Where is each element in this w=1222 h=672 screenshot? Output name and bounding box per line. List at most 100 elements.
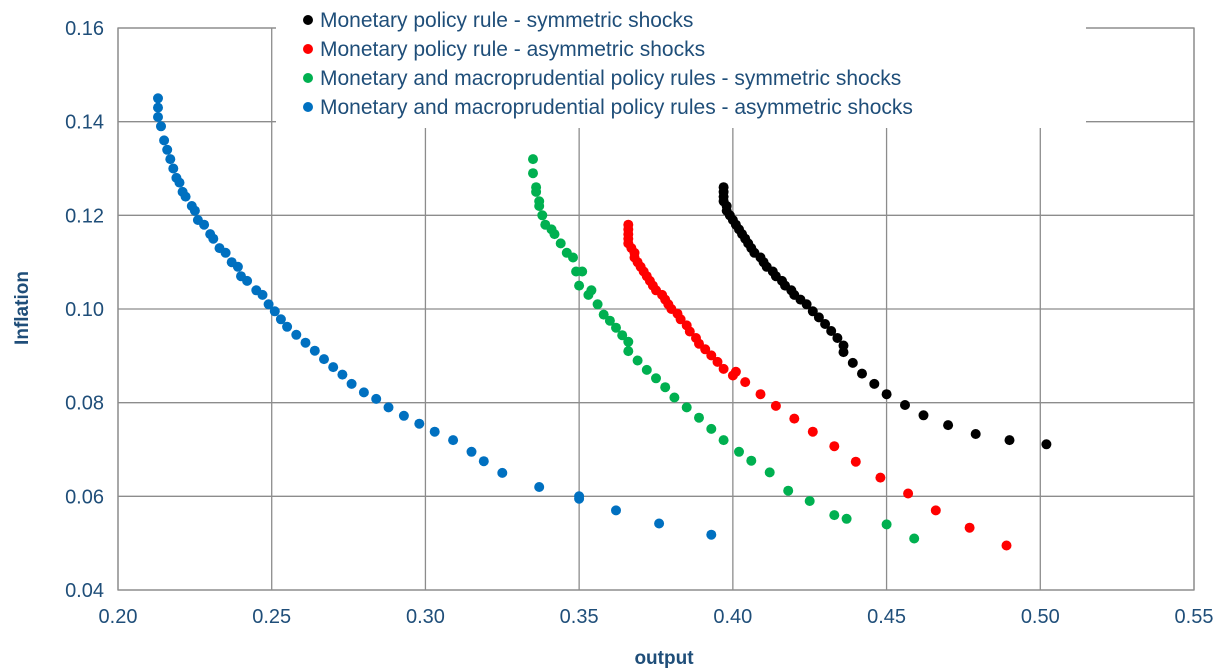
data-point [153,102,163,113]
y-axis-title: Inflation [12,271,33,345]
data-point [414,418,425,429]
data-point [651,373,661,384]
data-point [684,326,695,337]
data-point [168,163,179,174]
data-point [189,205,200,216]
legend: Monetary policy rule - symmetric shocks M… [276,4,1086,128]
data-point [328,362,339,373]
data-point [1041,439,1052,450]
data-point [153,112,163,122]
x-tick-label: 0.45 [867,606,906,628]
data-point [623,346,634,357]
data-point [574,280,585,291]
data-point [448,435,459,446]
data-point [497,467,508,478]
x-tick-label: 0.20 [99,606,138,628]
legend-marker [303,44,313,54]
data-point [675,314,686,325]
data-point [309,345,320,356]
data-point [770,400,781,411]
data-point [970,429,981,439]
y-tick-label: 0.14 [65,112,104,134]
data-point [826,326,837,336]
data-point [789,413,800,424]
series-4 [153,93,717,540]
legend-marker [303,15,313,25]
x-tick-label: 0.50 [1021,606,1060,628]
data-point [232,261,243,272]
data-point [574,493,585,504]
legend-marker [303,73,313,83]
data-point [1004,435,1015,446]
data-point [398,410,409,421]
data-point [604,315,615,326]
data-point [730,366,741,377]
legend-marker [303,102,313,112]
data-point [534,201,545,211]
data-point [807,426,818,437]
x-tick-label: 0.40 [713,606,752,628]
data-point [712,356,723,367]
data-point [807,306,818,317]
data-point [654,518,665,529]
data-point [346,378,357,389]
data-point [718,435,729,446]
y-tick-label: 0.04 [65,580,104,602]
data-point [706,350,717,361]
data-point [813,312,824,323]
data-point [242,275,253,286]
data-point [838,347,849,358]
series-1 [718,182,1052,450]
data-point [269,306,280,317]
data-point [909,533,920,544]
data-point [568,252,578,263]
data-point [641,364,652,375]
data-point [740,377,751,388]
y-tick-label: 0.10 [65,299,104,321]
data-point [555,238,566,249]
data-point [174,177,185,188]
data-point [263,299,274,310]
data-point [300,337,311,348]
data-point [623,336,634,347]
legend-label: Monetary and macroprudential policy rule… [320,67,901,90]
data-point [617,330,628,341]
data-point [257,289,268,300]
data-point [531,186,542,197]
x-tick-label: 0.35 [560,606,599,628]
data-point [847,357,858,368]
data-point [930,505,941,516]
data-point [162,144,173,155]
data-point [783,485,794,496]
data-point [478,456,489,467]
data-point [755,389,766,400]
data-point [850,456,861,467]
data-point [275,314,286,325]
data-point [291,329,302,340]
legend-background [276,4,1086,128]
data-point [180,191,191,202]
data-point [429,426,440,437]
data-point [199,219,210,230]
data-point [718,363,729,374]
data-point [466,446,477,457]
data-point [734,446,744,457]
data-point [319,354,329,365]
data-point [681,402,692,413]
data-point [156,121,166,132]
legend-label: Monetary and macroprudential policy rule… [320,96,913,119]
data-point [159,135,170,146]
x-axis-title: output [634,648,694,669]
data-point [577,266,588,277]
data-point [1001,540,1012,551]
data-point [918,410,929,421]
data-point [943,420,954,431]
data-point [841,513,852,524]
data-point [829,441,840,452]
data-point [632,355,643,366]
data-point [153,93,163,104]
data-point [537,210,548,221]
data-point [337,369,348,380]
data-point [220,247,231,258]
